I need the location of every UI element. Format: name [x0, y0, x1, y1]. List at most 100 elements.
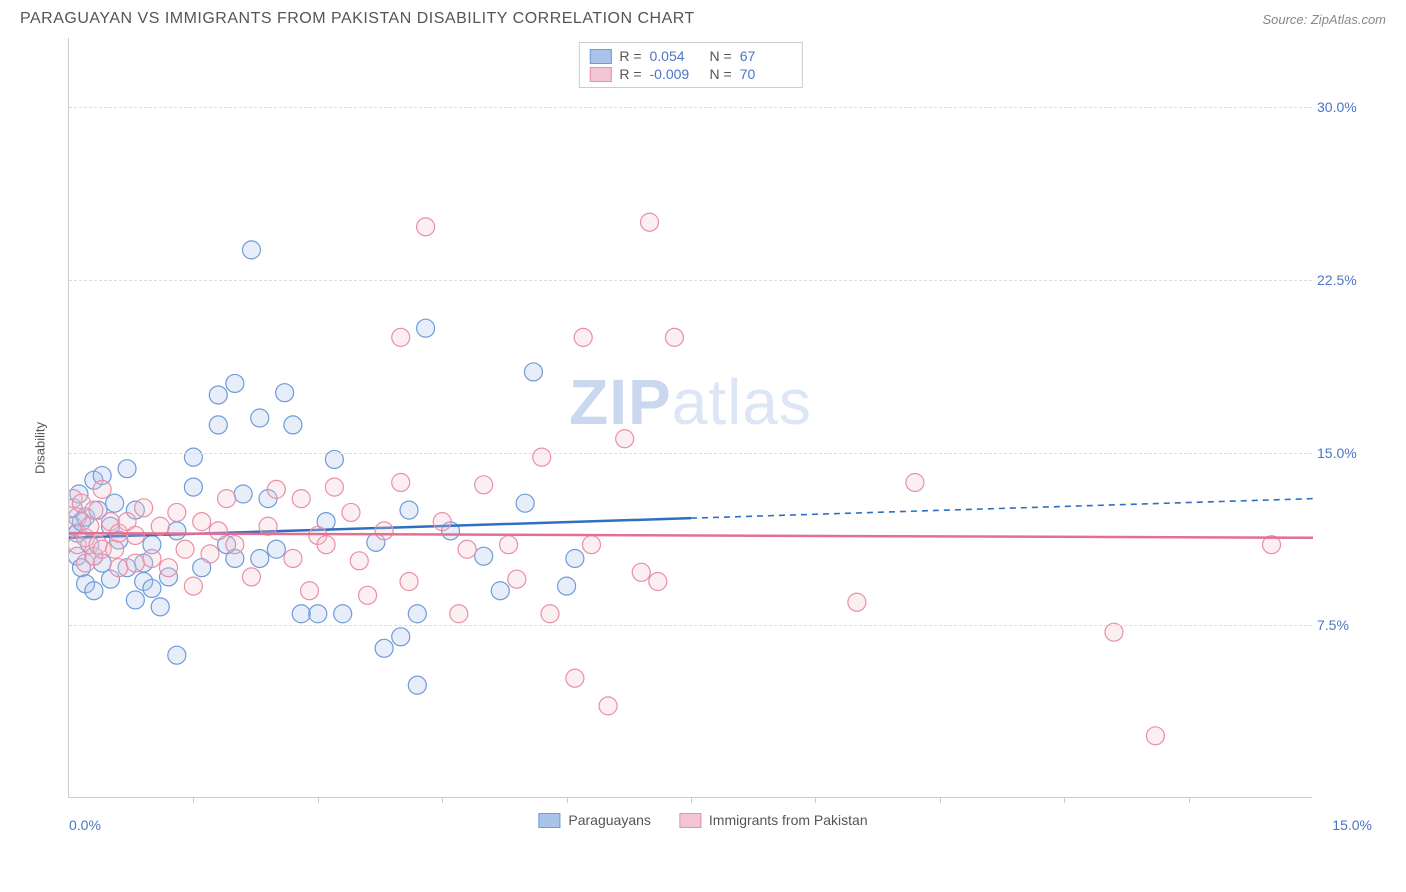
scatter-point-pakistan — [218, 490, 236, 508]
scatter-point-pakistan — [325, 478, 343, 496]
scatter-point-pakistan — [1146, 727, 1164, 745]
scatter-point-paraguayans — [184, 448, 202, 466]
scatter-point-pakistan — [184, 577, 202, 595]
scatter-point-pakistan — [126, 526, 144, 544]
scatter-point-paraguayans — [209, 416, 227, 434]
scatter-point-pakistan — [359, 586, 377, 604]
scatter-point-pakistan — [126, 554, 144, 572]
scatter-point-paraguayans — [558, 577, 576, 595]
scatter-point-pakistan — [168, 503, 186, 521]
gridline — [69, 107, 1312, 108]
scatter-point-paraguayans — [408, 605, 426, 623]
y-tick-label: 22.5% — [1317, 272, 1372, 288]
trend-line-pakistan — [69, 533, 1313, 538]
scatter-point-paraguayans — [85, 582, 103, 600]
scatter-point-paraguayans — [392, 628, 410, 646]
scatter-point-pakistan — [209, 522, 227, 540]
scatter-point-paraguayans — [400, 501, 418, 519]
scatter-point-paraguayans — [491, 582, 509, 600]
scatter-point-pakistan — [582, 536, 600, 554]
scatter-point-pakistan — [433, 513, 451, 531]
scatter-point-paraguayans — [417, 319, 435, 337]
scatter-point-pakistan — [201, 545, 219, 563]
scatter-point-paraguayans — [251, 549, 269, 567]
x-tick — [442, 797, 443, 803]
chart-container: Disability ZIPatlas R = 0.054 N = 67 R =… — [20, 38, 1386, 858]
scatter-point-pakistan — [259, 517, 277, 535]
scatter-point-paraguayans — [168, 646, 186, 664]
scatter-point-pakistan — [193, 513, 211, 531]
gridline — [69, 453, 1312, 454]
scatter-point-pakistan — [566, 669, 584, 687]
scatter-point-pakistan — [392, 328, 410, 346]
scatter-point-paraguayans — [284, 416, 302, 434]
scatter-point-pakistan — [641, 213, 659, 231]
scatter-point-pakistan — [93, 480, 111, 498]
y-axis-title: Disability — [33, 422, 48, 474]
scatter-point-paraguayans — [106, 494, 124, 512]
gridline — [69, 280, 1312, 281]
chart-header: PARAGUAYAN VS IMMIGRANTS FROM PAKISTAN D… — [0, 0, 1406, 34]
scatter-point-pakistan — [500, 536, 518, 554]
scatter-point-paraguayans — [334, 605, 352, 623]
scatter-point-paraguayans — [118, 460, 136, 478]
x-tick — [193, 797, 194, 803]
scatter-point-paraguayans — [524, 363, 542, 381]
legend-series-item-1: Immigrants from Pakistan — [679, 812, 868, 828]
scatter-point-pakistan — [110, 559, 128, 577]
scatter-point-pakistan — [292, 490, 310, 508]
x-tick — [318, 797, 319, 803]
scatter-point-pakistan — [475, 476, 493, 494]
scatter-point-paraguayans — [475, 547, 493, 565]
x-tick — [567, 797, 568, 803]
scatter-point-paraguayans — [516, 494, 534, 512]
scatter-point-paraguayans — [168, 522, 186, 540]
scatter-point-pakistan — [906, 473, 924, 491]
scatter-point-pakistan — [450, 605, 468, 623]
legend-series-label-1: Immigrants from Pakistan — [709, 812, 868, 828]
legend-series-item-0: Paraguayans — [538, 812, 651, 828]
scatter-point-pakistan — [616, 430, 634, 448]
scatter-point-paraguayans — [242, 241, 260, 259]
scatter-point-pakistan — [533, 448, 551, 466]
scatter-point-paraguayans — [292, 605, 310, 623]
scatter-point-pakistan — [649, 573, 667, 591]
scatter-point-paraguayans — [309, 605, 327, 623]
chart-svg — [69, 38, 1313, 798]
gridline — [69, 625, 1312, 626]
x-tick — [691, 797, 692, 803]
scatter-point-paraguayans — [184, 478, 202, 496]
scatter-point-pakistan — [106, 540, 124, 558]
chart-title: PARAGUAYAN VS IMMIGRANTS FROM PAKISTAN D… — [20, 10, 695, 28]
scatter-point-pakistan — [160, 559, 178, 577]
scatter-point-pakistan — [400, 573, 418, 591]
scatter-point-pakistan — [574, 328, 592, 346]
scatter-point-pakistan — [541, 605, 559, 623]
x-tick — [815, 797, 816, 803]
x-axis-min-label: 0.0% — [69, 817, 101, 833]
scatter-point-paraguayans — [151, 598, 169, 616]
scatter-point-paraguayans — [267, 540, 285, 558]
y-tick-label: 15.0% — [1317, 445, 1372, 461]
scatter-point-pakistan — [632, 563, 650, 581]
scatter-point-pakistan — [392, 473, 410, 491]
scatter-point-pakistan — [665, 328, 683, 346]
legend-series-swatch-1 — [679, 813, 701, 828]
scatter-point-pakistan — [508, 570, 526, 588]
x-tick — [940, 797, 941, 803]
scatter-point-pakistan — [226, 536, 244, 554]
scatter-point-paraguayans — [566, 549, 584, 567]
legend-series-label-0: Paraguayans — [568, 812, 651, 828]
legend-series-swatch-0 — [538, 813, 560, 828]
x-tick — [1189, 797, 1190, 803]
scatter-point-paraguayans — [234, 485, 252, 503]
scatter-point-paraguayans — [209, 386, 227, 404]
scatter-point-pakistan — [135, 499, 153, 517]
scatter-point-pakistan — [350, 552, 368, 570]
y-tick-label: 7.5% — [1317, 617, 1372, 633]
scatter-point-paraguayans — [226, 374, 244, 392]
scatter-point-pakistan — [242, 568, 260, 586]
scatter-point-pakistan — [458, 540, 476, 558]
scatter-point-pakistan — [375, 522, 393, 540]
x-tick — [1064, 797, 1065, 803]
